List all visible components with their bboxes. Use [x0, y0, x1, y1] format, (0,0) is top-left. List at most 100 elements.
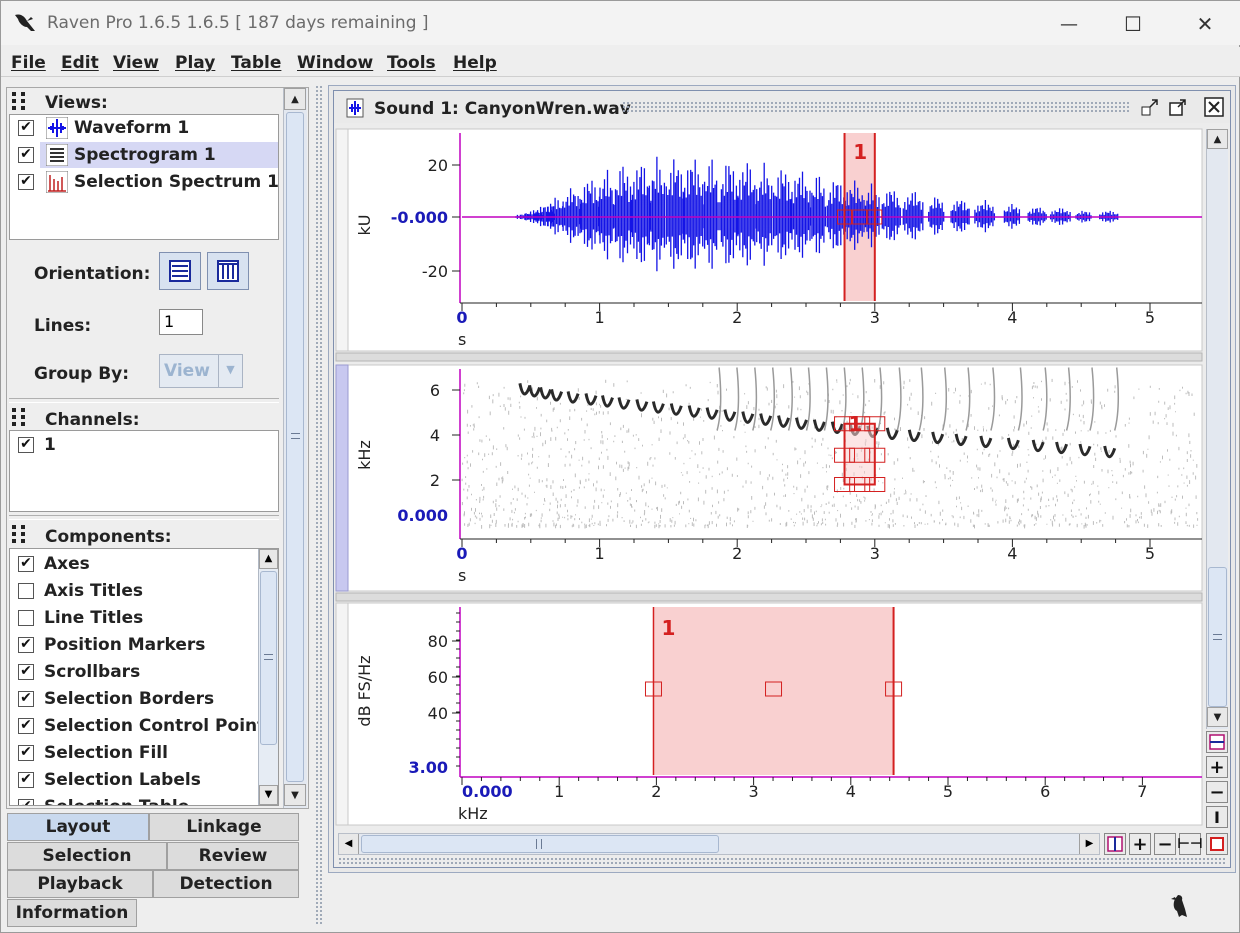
- tab-information[interactable]: Information: [7, 899, 137, 927]
- tab-detection[interactable]: Detection: [153, 870, 299, 898]
- selection-control-point[interactable]: [834, 416, 856, 432]
- plot-area[interactable]: 1 kU 20 -0.000 -20 0 1 2 3 4 5 s 1 kHz 6 4 2 0.000 0 1 2 3 4 5 s…: [334, 125, 1230, 833]
- selection-control-point[interactable]: [864, 477, 886, 492]
- orientation-vertical-button[interactable]: [207, 252, 249, 290]
- zoom-horizontal-out-button[interactable]: −: [1154, 833, 1176, 855]
- list-item[interactable]: ✔ Selection Control Points: [10, 713, 275, 740]
- checkbox[interactable]: ✔: [18, 718, 34, 734]
- selection-control-point[interactable]: [849, 447, 871, 463]
- checkbox[interactable]: [18, 583, 34, 599]
- menu-view[interactable]: View: [113, 53, 159, 73]
- tab-review[interactable]: Review: [167, 842, 299, 870]
- scroll-left-button[interactable]: ◀: [339, 834, 359, 854]
- active-view-handle[interactable]: [335, 364, 349, 592]
- selection-control-point[interactable]: [864, 447, 886, 463]
- maximize-button[interactable]: ☐: [1113, 9, 1153, 39]
- checkbox[interactable]: ✔: [18, 745, 34, 761]
- checkbox[interactable]: ✔: [18, 772, 34, 788]
- list-item[interactable]: ✔ Selection Borders: [10, 686, 256, 713]
- scroll-right-button[interactable]: ▶: [1079, 834, 1099, 854]
- scroll-thumb[interactable]: [260, 571, 277, 745]
- menu-window[interactable]: Window: [297, 53, 374, 73]
- view-handle[interactable]: [335, 602, 349, 826]
- zoom-horizontal-in-button[interactable]: +: [1129, 833, 1151, 855]
- list-item[interactable]: ✔ Spectrogram 1: [10, 142, 278, 168]
- selection-control-point[interactable]: [849, 477, 871, 492]
- view-separator[interactable]: [335, 592, 1203, 602]
- checkbox[interactable]: ✔: [18, 691, 34, 707]
- scroll-thumb[interactable]: [1208, 567, 1227, 707]
- selection-control-point[interactable]: [834, 477, 856, 492]
- group-by-select[interactable]: View ▼: [159, 354, 243, 388]
- tab-layout[interactable]: Layout: [7, 813, 149, 841]
- tab-selection[interactable]: Selection: [7, 842, 167, 870]
- minimize-frame-icon[interactable]: [1140, 97, 1160, 117]
- scroll-down-button[interactable]: ▼: [259, 785, 278, 805]
- list-item[interactable]: ✔ Waveform 1: [10, 115, 278, 141]
- selection-control-point[interactable]: [852, 209, 868, 225]
- selection-control-point[interactable]: [885, 681, 903, 697]
- plot-horizontal-scrollbar[interactable]: ◀ ▶: [338, 833, 1100, 855]
- list-item[interactable]: ✔ Axes: [10, 551, 256, 578]
- lines-input[interactable]: 1: [159, 309, 203, 335]
- checkbox[interactable]: ✔: [18, 147, 34, 163]
- list-item[interactable]: ✔ Selection Spectrum 1: [10, 169, 279, 195]
- bottom-drag-area[interactable]: [338, 857, 1226, 865]
- minimize-button[interactable]: —: [1049, 9, 1089, 39]
- selection-control-point[interactable]: [834, 447, 856, 463]
- menu-help[interactable]: Help: [453, 53, 497, 73]
- plot-vertical-scrollbar[interactable]: ▲ ▼: [1206, 129, 1228, 729]
- zoom-horizontal-fit-button[interactable]: [1104, 833, 1126, 855]
- list-item[interactable]: ✔ Selection Labels: [10, 767, 256, 794]
- orientation-horizontal-button[interactable]: [159, 252, 201, 290]
- drag-grip-icon[interactable]: [12, 92, 26, 110]
- list-item[interactable]: ✔ Selection Fill: [10, 740, 256, 767]
- selection-control-point[interactable]: [867, 209, 883, 225]
- selection-control-point[interactable]: [765, 681, 783, 697]
- close-frame-icon[interactable]: [1204, 97, 1224, 117]
- selection-control-point[interactable]: [837, 209, 853, 225]
- checkbox[interactable]: ✔: [18, 556, 34, 572]
- zoom-vertical-full-button[interactable]: I: [1206, 806, 1228, 828]
- list-item[interactable]: ✔ Position Markers: [10, 632, 256, 659]
- checkbox[interactable]: [18, 610, 34, 626]
- menu-edit[interactable]: Edit: [61, 53, 99, 73]
- scroll-up-button[interactable]: ▲: [284, 88, 306, 110]
- panel-splitter[interactable]: [315, 85, 323, 925]
- selection-zoom-button[interactable]: [1206, 833, 1228, 855]
- zoom-vertical-out-button[interactable]: −: [1206, 781, 1228, 803]
- menu-play[interactable]: Play: [175, 53, 216, 73]
- scroll-thumb[interactable]: [286, 112, 304, 782]
- list-item[interactable]: Axis Titles: [10, 578, 256, 605]
- checkbox[interactable]: ✔: [18, 664, 34, 680]
- tab-playback[interactable]: Playback: [7, 870, 153, 898]
- menu-table[interactable]: Table: [231, 53, 282, 73]
- menu-tools[interactable]: Tools: [387, 53, 436, 73]
- side-panel-scrollbar[interactable]: ▲ ▼: [283, 88, 307, 808]
- tab-linkage[interactable]: Linkage: [149, 813, 299, 841]
- checkbox[interactable]: ✔: [18, 120, 34, 136]
- title-drag-area[interactable]: [622, 101, 1130, 113]
- selection-control-point[interactable]: [864, 416, 886, 432]
- zoom-horizontal-full-button[interactable]: ⊢⊣: [1177, 833, 1203, 855]
- spectrogram-panel[interactable]: [335, 364, 1203, 592]
- view-separator[interactable]: [335, 352, 1203, 362]
- zoom-vertical-in-button[interactable]: +: [1206, 756, 1228, 778]
- drag-grip-icon[interactable]: [12, 525, 26, 543]
- scroll-up-button[interactable]: ▲: [1207, 129, 1228, 149]
- scroll-down-button[interactable]: ▼: [284, 784, 306, 806]
- scroll-up-button[interactable]: ▲: [259, 549, 278, 569]
- checkbox[interactable]: ✔: [18, 799, 34, 805]
- selection-control-point[interactable]: [849, 416, 871, 432]
- list-item[interactable]: ✔ Selection Table: [10, 794, 256, 805]
- menu-file[interactable]: File: [11, 53, 46, 73]
- checkbox[interactable]: ✔: [18, 437, 34, 453]
- list-item[interactable]: ✔ Scrollbars: [10, 659, 256, 686]
- scroll-down-button[interactable]: ▼: [1207, 707, 1228, 727]
- components-scrollbar[interactable]: ▲ ▼: [258, 549, 278, 805]
- scroll-thumb[interactable]: [361, 835, 719, 853]
- selection-control-point[interactable]: [644, 681, 662, 697]
- view-handle[interactable]: [335, 128, 349, 352]
- drag-grip-icon[interactable]: [12, 408, 26, 426]
- zoom-vertical-fit-button[interactable]: [1206, 731, 1228, 753]
